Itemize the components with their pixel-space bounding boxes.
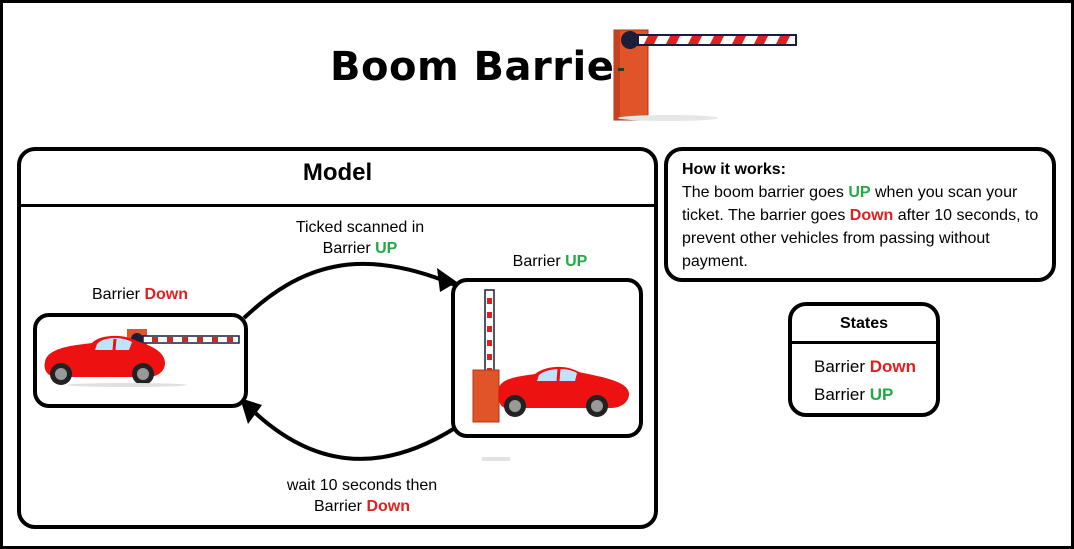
car-barrier-up-icon (472, 289, 629, 423)
how-it-works-text: The boom barrier goes UP when you scan y… (682, 184, 1039, 270)
states-title: States (839, 315, 889, 332)
state-barrier-down (33, 313, 248, 408)
model-header: Model (21, 151, 654, 207)
how-it-works-panel: How it works: The boom barrier goes UP w… (664, 147, 1056, 282)
shadow-decoration (482, 457, 510, 461)
state-barrier-up (451, 278, 643, 438)
state-up-label: Barrier UP (512, 253, 588, 270)
car-barrier-down-icon (44, 329, 240, 387)
model-title: Model (302, 159, 373, 186)
state-down-label: Barrier Down (92, 286, 188, 303)
states-item-down: Barrier Down (814, 357, 917, 376)
boom-barrier-icon (613, 29, 797, 121)
how-it-works-heading: How it works: (682, 161, 787, 178)
transition-up-label: Ticked scanned in Barrier UP (295, 219, 425, 257)
transition-down-label: wait 10 seconds then Barrier Down (286, 477, 438, 515)
page-title: Boom Barrier (330, 44, 635, 90)
states-item-up: Barrier UP (814, 385, 894, 404)
states-header: States (792, 306, 936, 344)
states-panel: States Barrier Down Barrier UP (788, 302, 940, 417)
